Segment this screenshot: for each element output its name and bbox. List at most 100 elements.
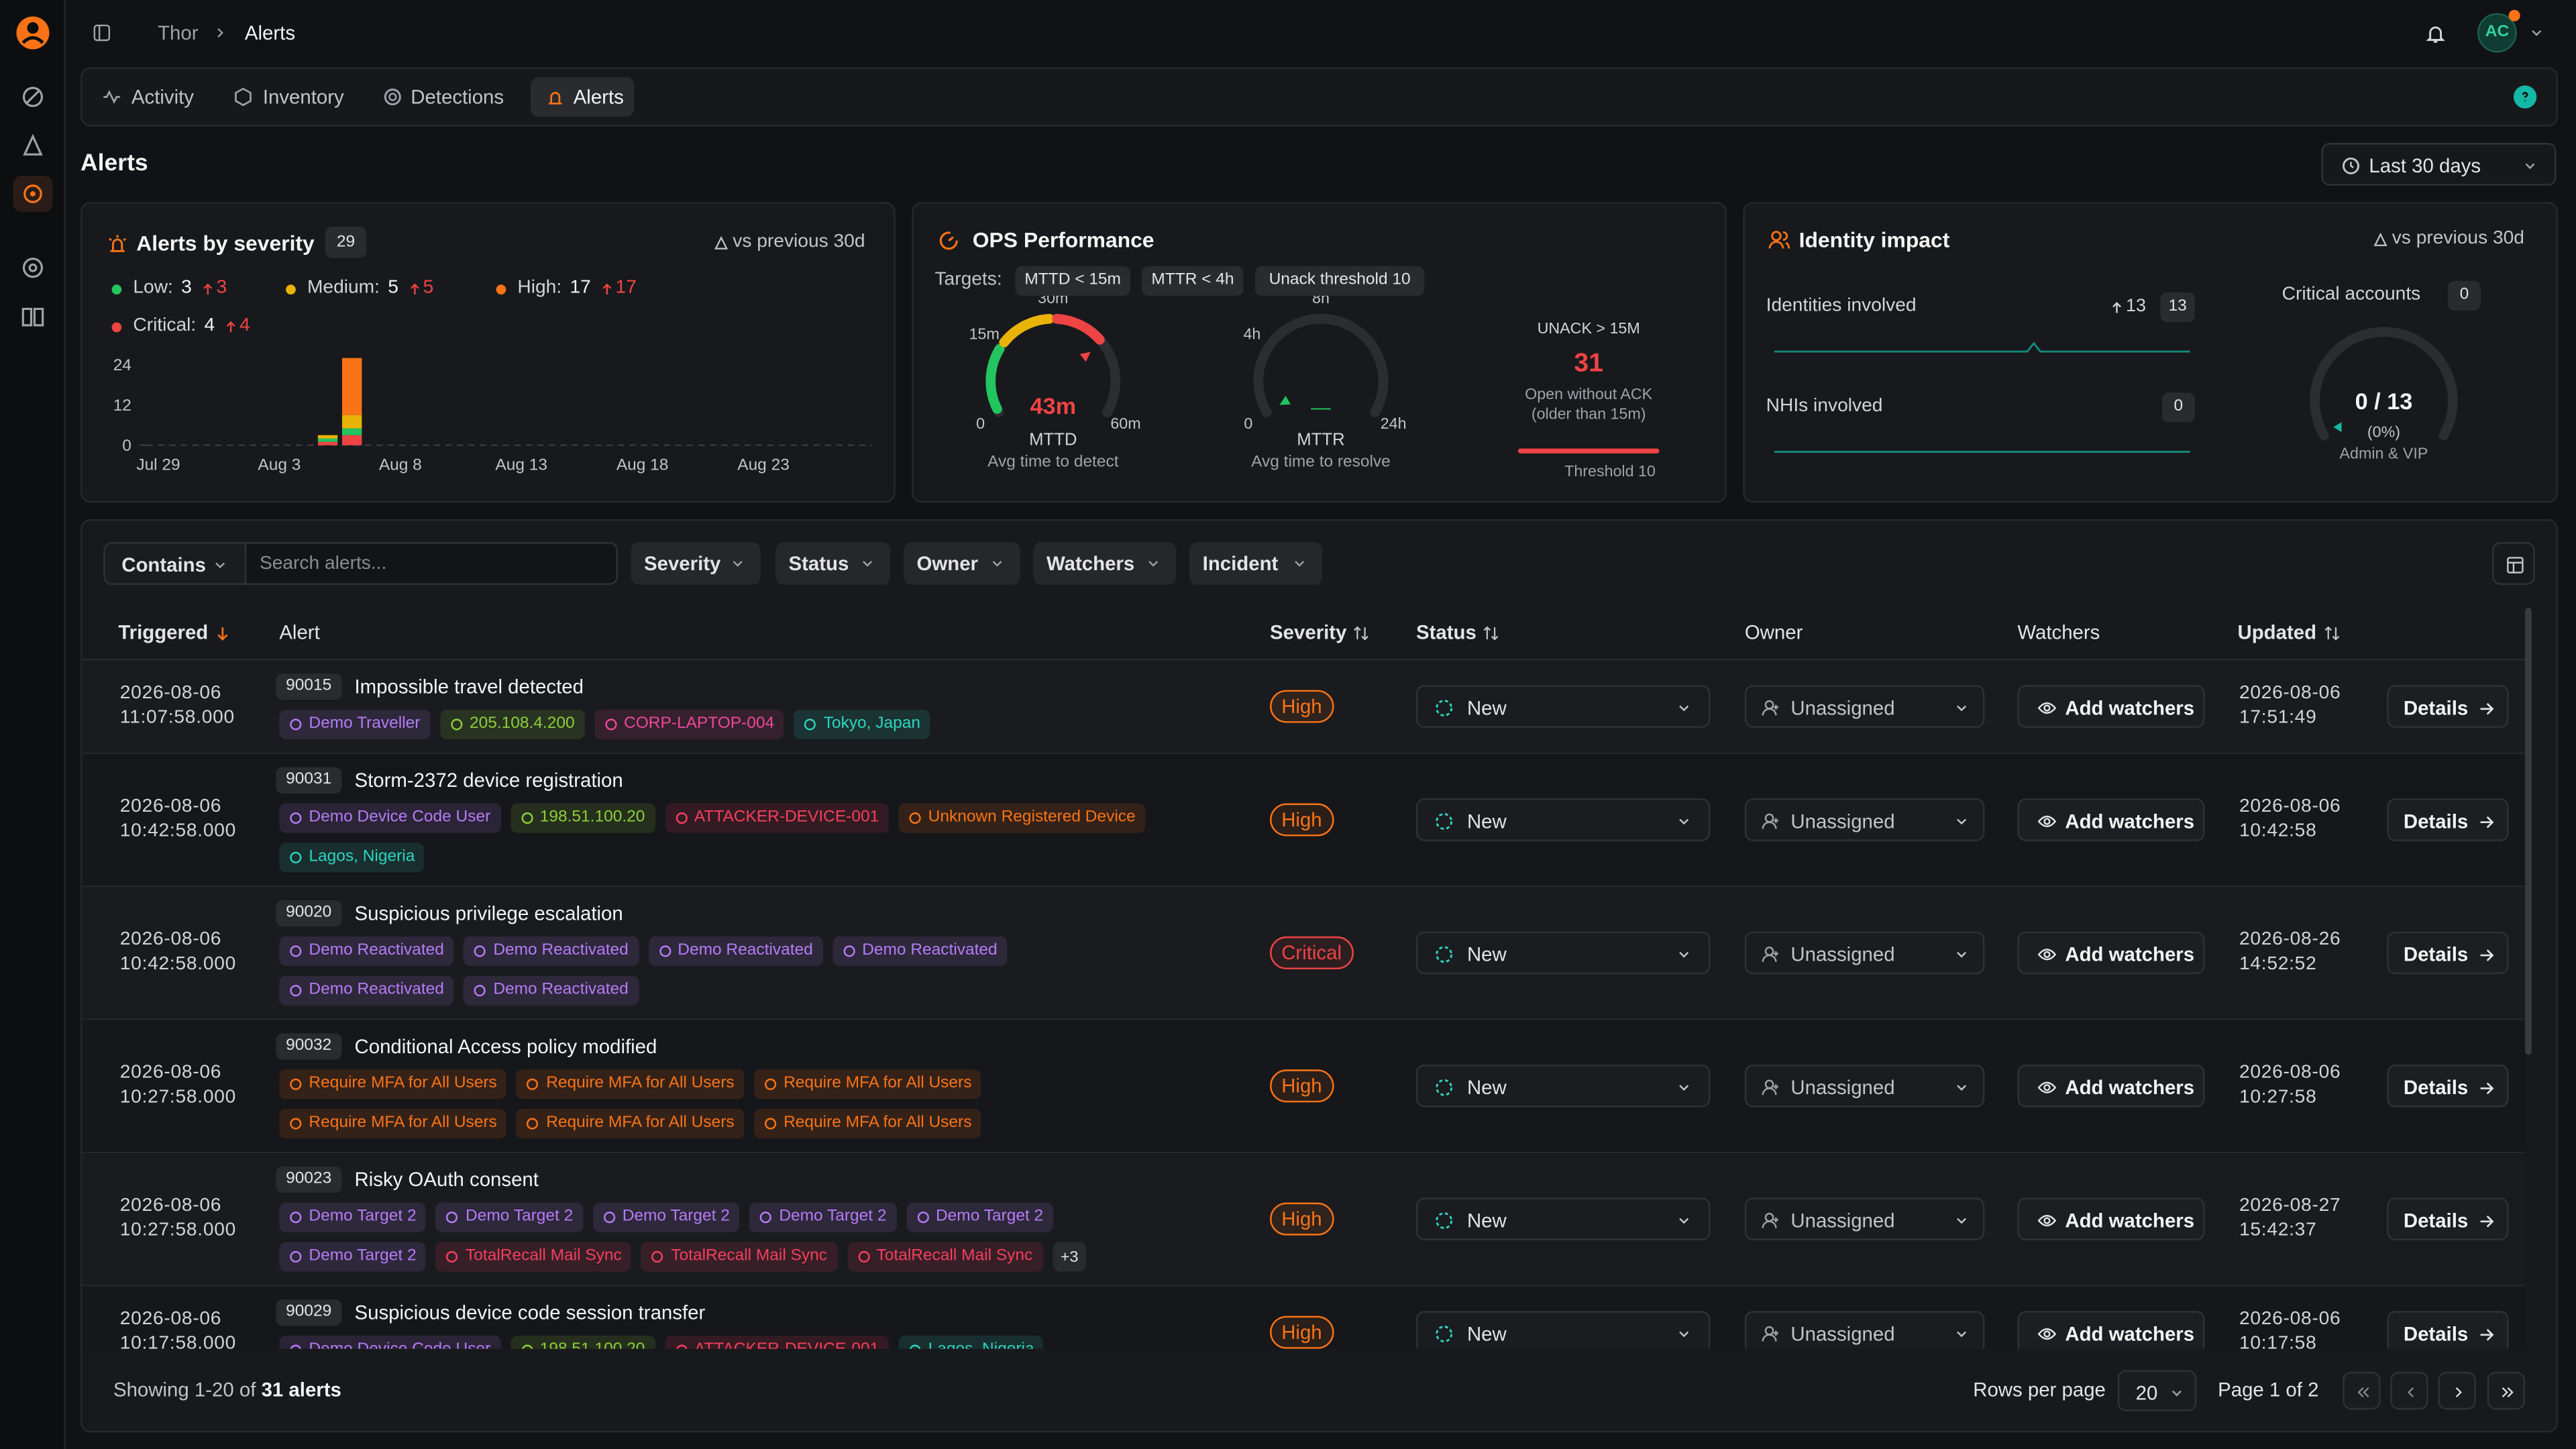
entity-tag[interactable]: Require MFA for All Users bbox=[279, 1069, 507, 1099]
entity-tag[interactable]: Lagos, Nigeria bbox=[898, 1336, 1044, 1349]
help[interactable] bbox=[2513, 85, 2537, 109]
date-range[interactable]: Last 30 days bbox=[2321, 143, 2557, 186]
tab[interactable]: Inventory bbox=[262, 85, 344, 109]
entity-tag[interactable]: 198.51.100.20 bbox=[510, 803, 655, 833]
status-select[interactable]: New bbox=[1416, 798, 1711, 841]
entity-tag[interactable]: Demo Target 2 bbox=[592, 1202, 740, 1232]
columns-button[interactable] bbox=[2492, 542, 2535, 585]
page-button[interactable] bbox=[2487, 1371, 2526, 1410]
page-button[interactable] bbox=[2438, 1371, 2476, 1410]
entity-tag[interactable]: Demo Target 2 bbox=[749, 1202, 897, 1232]
search-input[interactable]: Search alerts... bbox=[244, 542, 618, 585]
details-button[interactable]: Details bbox=[2387, 1064, 2509, 1108]
entity-tag[interactable]: Demo Target 2 bbox=[906, 1202, 1053, 1232]
entity-tag[interactable]: Demo Reactivated bbox=[833, 936, 1008, 967]
gauge-marker bbox=[2333, 422, 2342, 433]
alert-row[interactable]: 90029 Suspicious device code session tran… bbox=[82, 1286, 2526, 1349]
entity-tag[interactable]: TotalRecall Mail Sync bbox=[435, 1242, 632, 1272]
entity-tag[interactable]: Demo Reactivated bbox=[648, 936, 823, 967]
add-watchers-button[interactable]: Add watchers bbox=[2017, 798, 2205, 841]
tab[interactable]: Alerts bbox=[573, 85, 624, 109]
entity-tag[interactable]: Demo Target 2 bbox=[279, 1202, 427, 1232]
entity-tag[interactable]: ATTACKER-DEVICE-001 bbox=[664, 1336, 889, 1349]
details-button[interactable]: Details bbox=[2387, 1311, 2509, 1349]
status-select[interactable]: New bbox=[1416, 931, 1711, 975]
filter-button[interactable]: Owner bbox=[903, 542, 1020, 585]
nav-icon[interactable] bbox=[22, 87, 44, 107]
avatar[interactable]: AC bbox=[2477, 13, 2517, 53]
tag-text: Require MFA for All Users bbox=[309, 1114, 497, 1132]
entity-tag[interactable]: Demo Traveller bbox=[279, 709, 431, 740]
owner-select[interactable]: Unassigned bbox=[1744, 1064, 1985, 1108]
entity-tag[interactable]: Tokyo, Japan bbox=[794, 709, 930, 740]
page-button[interactable] bbox=[2390, 1371, 2428, 1410]
entity-tag[interactable]: Demo Reactivated bbox=[279, 975, 454, 1006]
tab[interactable]: Detections bbox=[411, 85, 504, 109]
details-button[interactable]: Details bbox=[2387, 798, 2509, 841]
alert-row[interactable]: 90031 Storm-2372 device registration Demo … bbox=[82, 754, 2526, 888]
page-title: Alerts bbox=[80, 150, 148, 177]
entity-tag[interactable]: Demo Reactivated bbox=[279, 936, 454, 967]
entity-tag[interactable]: Demo Target 2 bbox=[435, 1202, 583, 1232]
entity-tag[interactable]: Require MFA for All Users bbox=[279, 1109, 507, 1139]
entity-tag[interactable]: ATTACKER-DEVICE-001 bbox=[664, 803, 889, 833]
entity-tag[interactable]: TotalRecall Mail Sync bbox=[641, 1242, 837, 1272]
gauge-tick-label: 24h bbox=[1381, 415, 1407, 432]
entity-tag[interactable]: Demo Target 2 bbox=[279, 1242, 427, 1272]
filter-button[interactable]: Incident bbox=[1189, 542, 1323, 585]
match-select[interactable]: Contains bbox=[103, 542, 247, 585]
nav-icon[interactable] bbox=[22, 258, 44, 278]
entity-tag[interactable]: CORP-LAPTOP-004 bbox=[594, 709, 784, 740]
entity-tag[interactable]: Require MFA for All Users bbox=[517, 1109, 745, 1139]
entity-tag[interactable]: Demo Device Code User bbox=[279, 803, 500, 833]
alert-title-line: 90015 Impossible travel detected bbox=[276, 674, 2525, 700]
status-select[interactable]: New bbox=[1416, 685, 1711, 728]
entity-tag[interactable]: Demo Device Code User bbox=[279, 1336, 500, 1349]
details-button[interactable]: Details bbox=[2387, 1197, 2509, 1240]
filter-button[interactable]: Status bbox=[775, 542, 891, 585]
status-select[interactable]: New bbox=[1416, 1064, 1711, 1108]
status-select[interactable]: New bbox=[1416, 1311, 1711, 1349]
entity-tag[interactable]: Demo Reactivated bbox=[464, 936, 639, 967]
add-watchers-button[interactable]: Add watchers bbox=[2017, 685, 2205, 728]
entity-tag[interactable]: Require MFA for All Users bbox=[754, 1069, 982, 1099]
owner-select[interactable]: Unassigned bbox=[1744, 931, 1985, 975]
owner-select[interactable]: Unassigned bbox=[1744, 1311, 1985, 1349]
add-watchers-button[interactable]: Add watchers bbox=[2017, 1311, 2205, 1349]
entity-tag[interactable]: Unknown Registered Device bbox=[898, 803, 1146, 833]
entity-tag[interactable]: Demo Reactivated bbox=[464, 975, 639, 1006]
column-header[interactable]: Status bbox=[1416, 621, 1477, 645]
rows-per-page-select[interactable]: 20 bbox=[2117, 1370, 2197, 1411]
add-watchers-button[interactable]: Add watchers bbox=[2017, 1197, 2205, 1240]
owner: Unassigned bbox=[1790, 1076, 1895, 1099]
entity-tag[interactable]: TotalRecall Mail Sync bbox=[847, 1242, 1042, 1272]
status-select[interactable]: New bbox=[1416, 1197, 1711, 1240]
column-header[interactable]: Updated bbox=[2237, 621, 2317, 645]
more-tags[interactable]: +3 bbox=[1052, 1242, 1087, 1272]
entity-tag[interactable]: Require MFA for All Users bbox=[754, 1109, 982, 1139]
column-header[interactable]: Severity bbox=[1270, 621, 1347, 645]
owner-select[interactable]: Unassigned bbox=[1744, 685, 1985, 728]
nav-icon[interactable] bbox=[21, 307, 44, 327]
filter-button[interactable]: Severity bbox=[631, 542, 761, 585]
add-watchers-button[interactable]: Add watchers bbox=[2017, 1064, 2205, 1108]
page-button[interactable] bbox=[2343, 1371, 2381, 1410]
nav-icon[interactable] bbox=[23, 133, 43, 156]
entity-tag[interactable]: 205.108.4.200 bbox=[439, 709, 585, 740]
owner-select[interactable]: Unassigned bbox=[1744, 798, 1985, 841]
details-button[interactable]: Details bbox=[2387, 685, 2509, 728]
add-watchers-button[interactable]: Add watchers bbox=[2017, 931, 2205, 975]
alert-row[interactable]: 90020 Suspicious privilege escalation Demo… bbox=[82, 887, 2526, 1020]
alert-row[interactable]: 90015 Impossible travel detected Demo Trav… bbox=[82, 660, 2526, 755]
entity-tag[interactable]: 198.51.100.20 bbox=[510, 1336, 655, 1349]
tab-active-bg[interactable] bbox=[531, 77, 635, 117]
details-button[interactable]: Details bbox=[2387, 931, 2509, 975]
alert-row[interactable]: 90032 Conditional Access policy modified R… bbox=[82, 1020, 2526, 1154]
alert-row[interactable]: 90023 Risky OAuth consent Demo Target 2 Dem… bbox=[82, 1153, 2526, 1287]
tab[interactable]: Activity bbox=[131, 85, 195, 109]
entity-tag[interactable]: Require MFA for All Users bbox=[517, 1069, 745, 1099]
column-header[interactable]: Triggered bbox=[118, 621, 209, 645]
entity-tag[interactable]: Lagos, Nigeria bbox=[279, 843, 425, 873]
owner-select[interactable]: Unassigned bbox=[1744, 1197, 1985, 1240]
filter-button[interactable]: Watchers bbox=[1033, 542, 1177, 585]
